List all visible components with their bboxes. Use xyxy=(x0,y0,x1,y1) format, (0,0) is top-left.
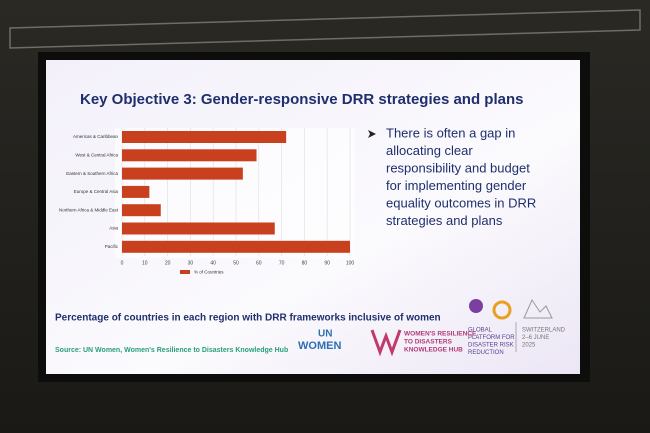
x-tick-label: 20 xyxy=(165,260,171,266)
text-line: SWITZERLAND xyxy=(522,328,566,334)
bar xyxy=(122,204,161,217)
caption: Percentage of countries in each region w… xyxy=(55,313,441,324)
text-line: for implementing gender xyxy=(386,178,527,193)
x-tick-label: 40 xyxy=(210,260,216,266)
x-tick-label: 10 xyxy=(142,260,148,266)
text-line: TO DISASTERS xyxy=(404,339,453,346)
gp-icon xyxy=(469,299,483,313)
text-line: 2025 xyxy=(522,343,536,349)
slide-title: Key Objective 3: Gender-responsive DRR s… xyxy=(80,91,523,108)
y-tick-label: Americas & Caribbean xyxy=(73,134,119,139)
x-tick-label: 80 xyxy=(302,260,308,266)
y-tick-label: Eastern & Southern Africa xyxy=(66,171,118,176)
text-line: responsibility and budget xyxy=(386,160,530,175)
legend-swatch xyxy=(180,270,190,274)
bullet-marker xyxy=(368,130,376,138)
y-tick-label: West & Central Africa xyxy=(75,152,118,157)
y-tick-label: Pacific xyxy=(105,244,119,249)
text-line: GLOBAL xyxy=(468,328,493,334)
x-tick-label: 90 xyxy=(324,260,330,266)
bar xyxy=(122,149,257,162)
bullet-text: There is often a gap in allocating clear r… xyxy=(386,125,536,228)
bar xyxy=(122,167,243,180)
source: Source: UN Women, Women's Resilience to … xyxy=(55,347,288,354)
x-tick-label: 0 xyxy=(121,260,124,266)
x-tick-label: 50 xyxy=(233,260,239,266)
sdg-icon xyxy=(492,300,512,320)
x-tick-label: 100 xyxy=(346,260,355,266)
x-tick-label: 30 xyxy=(188,260,194,266)
y-tick-label: Europe & Central Asia xyxy=(74,189,119,194)
text-line: PLATFORM FOR xyxy=(468,335,515,341)
bar xyxy=(122,222,275,235)
text-line: equality outcomes in DRR xyxy=(386,195,536,210)
text-line: WOMEN'S RESILIENCE xyxy=(404,331,477,338)
bar xyxy=(122,131,287,143)
y-tick-label: Northern Africa & Middle East xyxy=(59,207,119,212)
un-logo: UN xyxy=(318,329,332,340)
hub-icon xyxy=(370,329,402,357)
chart-area xyxy=(115,128,355,258)
mountain-icon xyxy=(523,298,553,319)
y-tick-label: Asia xyxy=(109,226,118,231)
women-logo: WOMEN xyxy=(298,340,341,352)
text-line: 2–6 JUNE xyxy=(522,335,549,341)
truss xyxy=(9,9,641,49)
text-line: strategies and plans xyxy=(386,213,503,228)
text-line: There is often a gap in xyxy=(386,125,515,140)
text-line: allocating clear xyxy=(386,143,473,158)
x-tick-label: 70 xyxy=(279,260,285,266)
legend-label: % of Countries xyxy=(194,270,224,275)
text-line: KNOWLEDGE HUB xyxy=(404,347,463,354)
bar xyxy=(122,240,350,253)
x-tick-label: 60 xyxy=(256,260,262,266)
text-line: DISASTER RISK xyxy=(468,343,514,349)
bar xyxy=(122,185,150,198)
text-line: REDUCTION xyxy=(468,350,504,356)
